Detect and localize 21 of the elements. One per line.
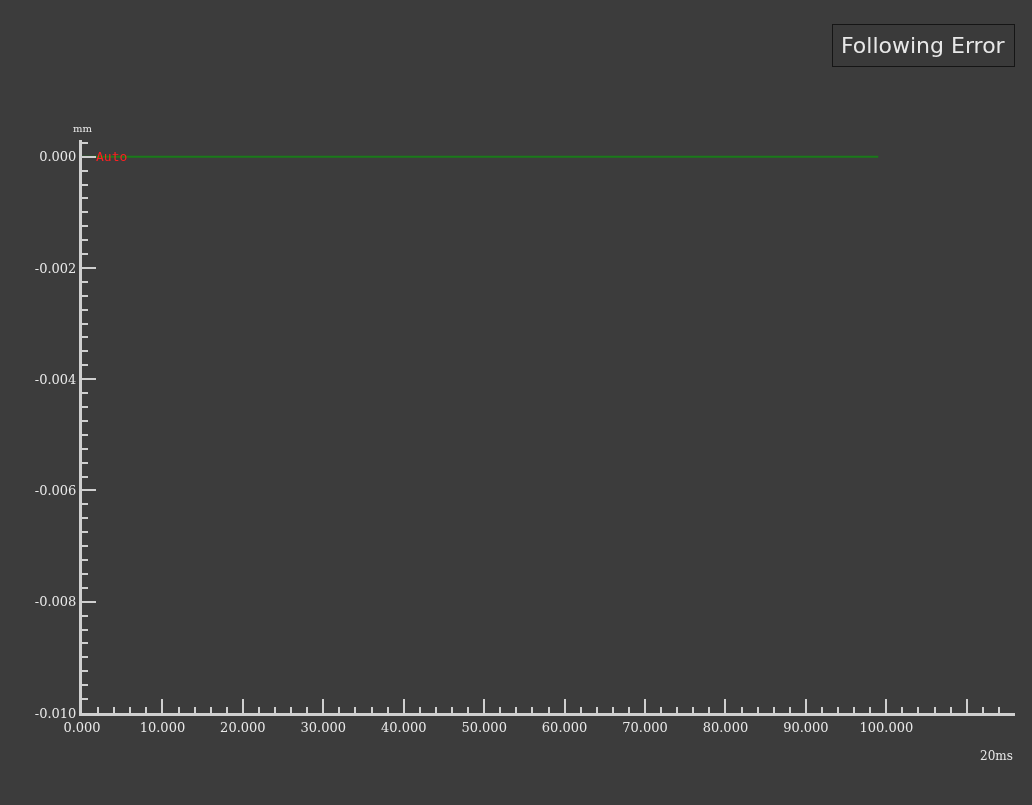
y-tick-label: -0.004 (34, 371, 77, 387)
y-tick-label: -0.006 (34, 483, 77, 499)
y-tick-label: 0.000 (39, 149, 77, 165)
x-tick-label: 0.000 (63, 719, 101, 735)
x-tick-label: 10.000 (139, 719, 186, 735)
x-tick-label: 70.000 (622, 719, 668, 735)
x-tick-label: 20.000 (220, 719, 266, 735)
x-tick-label: 50.000 (461, 719, 507, 735)
chart-title: Following Error (841, 33, 1006, 58)
y-tick-label: -0.010 (34, 705, 77, 721)
x-tick-label: 90.000 (783, 719, 829, 735)
y-axis-title: mm (73, 123, 93, 134)
annotation: Auto (96, 149, 128, 164)
y-tick-label: -0.008 (34, 594, 77, 610)
y-tick-label: -0.002 (34, 260, 77, 276)
x-tick-label: 40.000 (380, 719, 427, 735)
x-tick-label: 60.000 (541, 719, 588, 735)
x-tick-label: 30.000 (300, 719, 347, 735)
x-tick-label: 80.000 (702, 719, 749, 735)
x-tick-label: 100.000 (859, 719, 914, 735)
x-axis-title: 20ms (980, 749, 1013, 763)
